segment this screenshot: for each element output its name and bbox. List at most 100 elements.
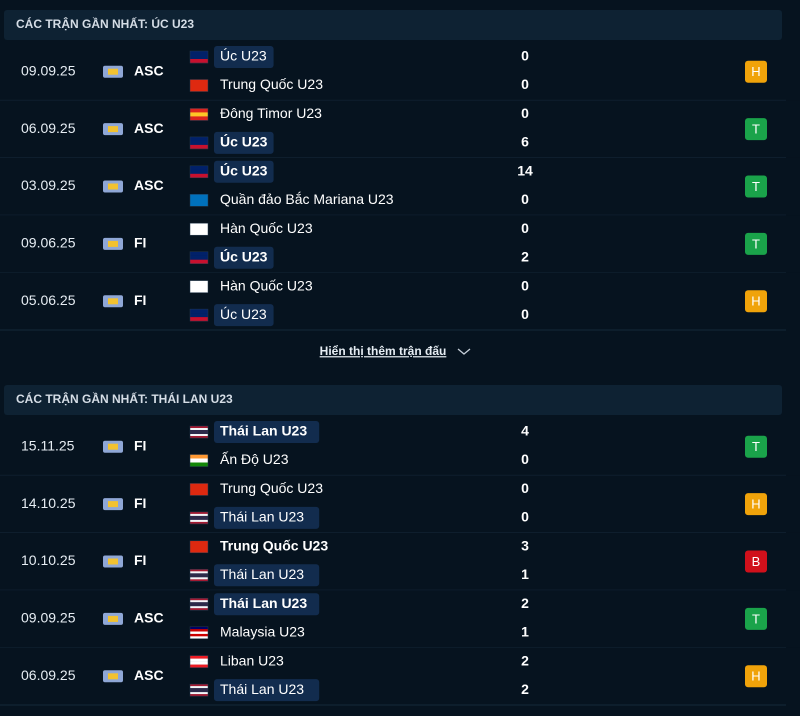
flag-stripe [190,658,208,662]
team-name: Thái Lan U23 [220,423,307,439]
team-highlight [214,131,274,154]
flag-stripe [190,692,208,695]
team-name: Úc U23 [220,306,267,322]
flag-stripe [190,483,208,496]
competition: ASC [134,610,164,626]
competition-icon-mark [108,183,118,190]
flag-stripe [190,169,208,174]
flag-stripe [190,686,208,689]
flag-stripe [190,636,208,639]
section-title: CÁC TRẬN GẦN NHẤT: THÁI LAN U23 [16,391,233,406]
flag-stripe [190,458,208,463]
match-row[interactable] [0,157,800,216]
team-name: Thái Lan U23 [220,595,307,611]
match-row[interactable] [0,215,800,273]
team-score: 1 [521,623,529,639]
flag-stripe [190,108,208,113]
match-row[interactable] [0,272,800,330]
team-name: Thái Lan U23 [220,566,304,582]
match-row[interactable] [0,100,800,158]
match-row[interactable] [0,647,800,705]
match-row[interactable] [0,590,800,648]
flag-stripe [190,569,208,572]
team-name: Úc U23 [220,48,267,64]
match-date: 09.09.25 [21,610,76,626]
flag-stripe [190,629,208,632]
flag-stripe [190,664,208,668]
flag-stripe [190,694,208,697]
flag-stripe [190,112,208,117]
result-label: H [751,669,760,684]
result-label: T [752,439,760,454]
flag-border [189,194,209,207]
competition: ASC [134,177,164,193]
result-badge [745,607,767,630]
match-date: 06.09.25 [21,120,76,136]
match-row[interactable] [0,475,800,533]
flag-border [189,50,209,64]
flag-stripe [190,432,208,435]
match-date: 09.06.25 [21,235,76,251]
match-date: 15.11.25 [21,437,75,453]
team-highlight [214,421,320,443]
result-label: H [751,294,760,309]
competition: FI [134,552,146,568]
flag-stripe [190,690,208,693]
show-more-link[interactable]: Hiển thị thêm trận đấu [320,344,447,358]
result-label: H [751,497,760,512]
match-row[interactable] [0,418,800,476]
flag-stripe [190,79,208,92]
flag-border [189,280,209,293]
competition: FI [134,235,146,251]
flag-border [189,108,209,121]
team-highlight [214,304,274,327]
team-score: 3 [521,538,529,554]
team-score: 0 [521,76,529,92]
result-badge [745,665,767,688]
flag-stripe [190,116,208,121]
team-name: Hàn Quốc U23 [220,220,313,236]
flag-stripe [190,462,208,467]
flag-stripe [190,454,208,459]
flag-stripe [190,173,208,178]
competition-icon-mark [108,126,118,133]
flag-stripe [190,165,208,170]
flag-stripe [190,51,208,56]
team-name: Úc U23 [220,133,268,150]
flag-stripe [190,655,208,659]
flag-stripe [190,428,208,431]
flag-stripe [190,631,208,635]
competition: ASC [134,667,164,683]
team-highlight [214,593,320,616]
competition-icon-mark [108,68,118,75]
result-badge [745,60,767,83]
team-highlight [214,160,274,183]
flag-border [189,655,209,668]
flag-border [189,425,209,439]
flag-border [189,483,209,496]
flag-stripe [190,136,208,142]
team-name: Đông Timor U23 [220,105,322,121]
flag-stripe [190,575,208,578]
flag-border [189,251,209,264]
flag-stripe [190,223,208,236]
flag-stripe [190,684,208,687]
flag-stripe [190,602,208,605]
match-row[interactable] [0,532,800,591]
match-row[interactable] [0,43,800,101]
competition-icon-mark [108,240,118,247]
flag-stripe [190,600,208,603]
team-highlight [214,564,320,587]
team-name: Quần đảo Bắc Mariana U23 [220,191,394,207]
team-name: Úc U23 [220,247,268,264]
match-date: 03.09.25 [21,177,76,193]
flag-stripe [190,317,208,322]
flag-stripe [190,579,208,582]
flag-stripe [190,521,208,525]
team-score: 0 [521,277,529,293]
team-highlight [214,246,274,269]
flag-stripe [190,309,208,314]
result-badge [745,550,767,573]
team-name: Trung Quốc U23 [220,538,328,554]
result-label: B [752,554,761,569]
